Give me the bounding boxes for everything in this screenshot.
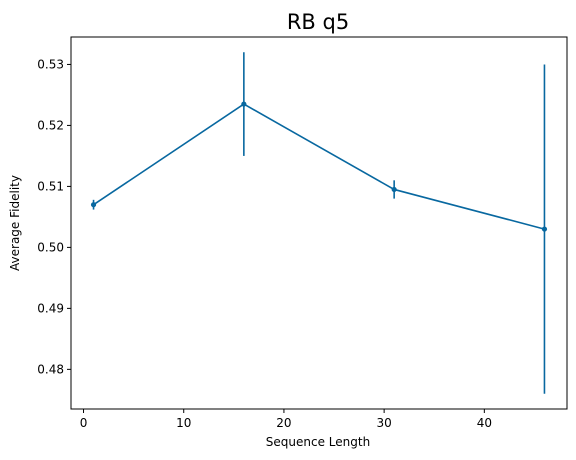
y-axis-label: Average Fidelity xyxy=(8,175,22,271)
x-tick-label: 0 xyxy=(80,416,88,430)
y-tick-label: 0.50 xyxy=(37,240,64,254)
chart-title: RB q5 xyxy=(287,10,349,34)
series-line xyxy=(94,104,545,229)
data-point xyxy=(392,187,397,192)
y-tick-label: 0.52 xyxy=(37,118,64,132)
y-axis: 0.48 0.49 0.50 0.51 0.52 0.53 xyxy=(37,57,71,376)
x-axis: 0 10 20 30 40 xyxy=(80,409,492,430)
data-point xyxy=(241,101,246,106)
y-tick-label: 0.51 xyxy=(37,179,64,193)
y-tick-label: 0.48 xyxy=(37,362,64,376)
y-tick-label: 0.53 xyxy=(37,57,64,71)
x-axis-label: Sequence Length xyxy=(266,435,370,449)
y-tick-label: 0.49 xyxy=(37,301,64,315)
x-tick-label: 40 xyxy=(477,416,492,430)
x-tick-label: 30 xyxy=(376,416,391,430)
x-tick-label: 10 xyxy=(176,416,191,430)
x-tick-label: 20 xyxy=(276,416,291,430)
error-bars xyxy=(94,52,545,394)
data-point xyxy=(542,226,547,231)
data-point xyxy=(91,202,96,207)
plot-frame xyxy=(71,37,567,409)
